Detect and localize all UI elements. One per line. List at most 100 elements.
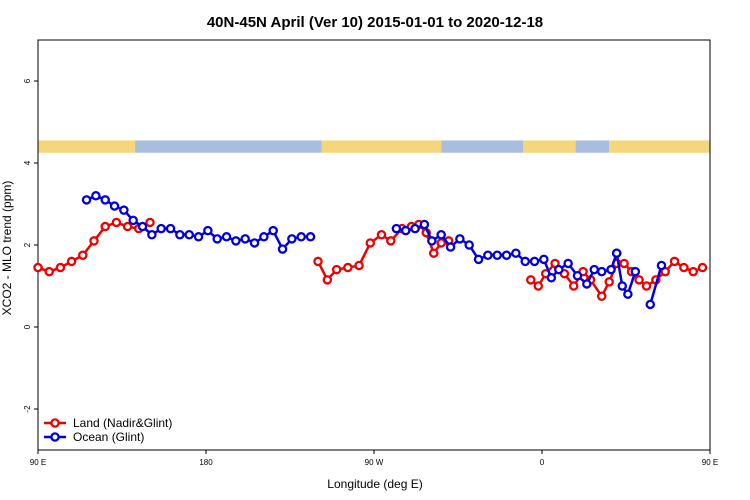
- x-tick-label: 90 E: [702, 458, 718, 467]
- data-point: [630, 266, 641, 277]
- data-point: [436, 229, 446, 240]
- data-point: [596, 266, 607, 277]
- data-point: [520, 256, 530, 267]
- data-point: [91, 191, 101, 201]
- x-tick-label: 90 W: [365, 458, 384, 467]
- data-point: [322, 275, 333, 285]
- data-point: [287, 234, 297, 244]
- data-point: [240, 234, 250, 244]
- data-point: [137, 221, 148, 232]
- data-point: [697, 262, 708, 273]
- data-point: [554, 264, 564, 275]
- x-tick-label: 90 E: [30, 458, 46, 467]
- data-point: [679, 262, 689, 273]
- data-point: [526, 275, 536, 285]
- data-point: [669, 256, 680, 267]
- data-point: [66, 256, 77, 267]
- data-point: [596, 291, 607, 301]
- data-point: [473, 254, 484, 265]
- data-point: [259, 232, 269, 242]
- data-point: [617, 281, 628, 291]
- data-point: [611, 248, 622, 258]
- data-point: [277, 244, 288, 254]
- legend-label: Land (Nadir&Glint): [73, 416, 172, 430]
- data-point: [568, 281, 579, 291]
- series-layer: [33, 191, 708, 310]
- y-tick-label: -2: [23, 405, 32, 413]
- data-point: [582, 279, 592, 289]
- data-point: [445, 242, 456, 252]
- data-point: [623, 289, 633, 299]
- data-point: [533, 281, 544, 291]
- data-point: [184, 229, 194, 240]
- data-point: [400, 225, 411, 236]
- data-point: [634, 275, 644, 285]
- data-point: [606, 264, 616, 275]
- data-point: [656, 260, 667, 271]
- series-land: [33, 217, 708, 301]
- series-line: [615, 252, 637, 297]
- strip-segment-land: [609, 140, 710, 153]
- data-point: [89, 236, 99, 246]
- data-point: [128, 215, 138, 226]
- legend-marker: [50, 432, 60, 442]
- x-axis-label: Longitude (deg E): [327, 477, 422, 491]
- y-tick-label: 6: [23, 78, 32, 83]
- data-point: [193, 232, 204, 242]
- legend-marker: [50, 418, 60, 428]
- legend: Land (Nadir&Glint)Ocean (Glint): [44, 416, 172, 444]
- data-point: [688, 266, 698, 277]
- data-point: [305, 232, 316, 242]
- data-point: [376, 229, 387, 240]
- data-point: [212, 234, 222, 244]
- data-point: [100, 195, 110, 205]
- data-point: [147, 229, 157, 240]
- data-point: [221, 232, 232, 242]
- strip-segment-ocean: [441, 140, 524, 153]
- data-point: [354, 260, 364, 271]
- data-point: [455, 234, 465, 244]
- data-point: [391, 223, 402, 234]
- data-point: [231, 236, 241, 246]
- strip-segment-land: [38, 140, 136, 153]
- data-point: [645, 299, 656, 310]
- data-point: [296, 232, 306, 242]
- data-point: [641, 281, 652, 291]
- data-point: [365, 238, 376, 248]
- data-point: [100, 221, 110, 232]
- data-point: [44, 266, 54, 277]
- strip-segment-land: [321, 140, 442, 153]
- y-tick-label: 2: [23, 242, 32, 247]
- data-point: [55, 262, 66, 273]
- x-tick-label: 0: [540, 458, 545, 467]
- strip-segment-land: [523, 140, 576, 153]
- data-point: [572, 270, 583, 281]
- y-tick-label: 4: [23, 160, 32, 165]
- y-tick-label: 0: [23, 324, 32, 329]
- data-point: [436, 238, 446, 248]
- data-point: [419, 219, 430, 230]
- data-point: [410, 223, 420, 234]
- data-point: [268, 225, 278, 236]
- data-point: [331, 264, 342, 275]
- data-point: [175, 229, 185, 240]
- data-point: [81, 195, 92, 205]
- data-point: [203, 225, 213, 236]
- strip-segment-ocean: [135, 140, 322, 153]
- data-point: [386, 236, 396, 246]
- data-point: [619, 258, 629, 269]
- land-ocean-strip: [38, 140, 710, 153]
- chart-title: 40N-45N April (Ver 10) 2015-01-01 to 202…: [207, 14, 543, 31]
- data-point: [33, 262, 43, 273]
- y-axis: -2 0 2 4 6: [23, 78, 38, 413]
- data-point: [119, 205, 129, 215]
- x-axis: 90 E 180 90 W 0 90 E: [30, 450, 718, 467]
- data-point: [122, 221, 133, 232]
- data-point: [563, 258, 573, 269]
- y-axis-label: XCO2 - MLO trend (ppm): [0, 181, 14, 316]
- data-point: [589, 264, 600, 275]
- data-point: [492, 250, 502, 260]
- data-point: [539, 254, 549, 265]
- x-tick-label: 180: [199, 458, 213, 467]
